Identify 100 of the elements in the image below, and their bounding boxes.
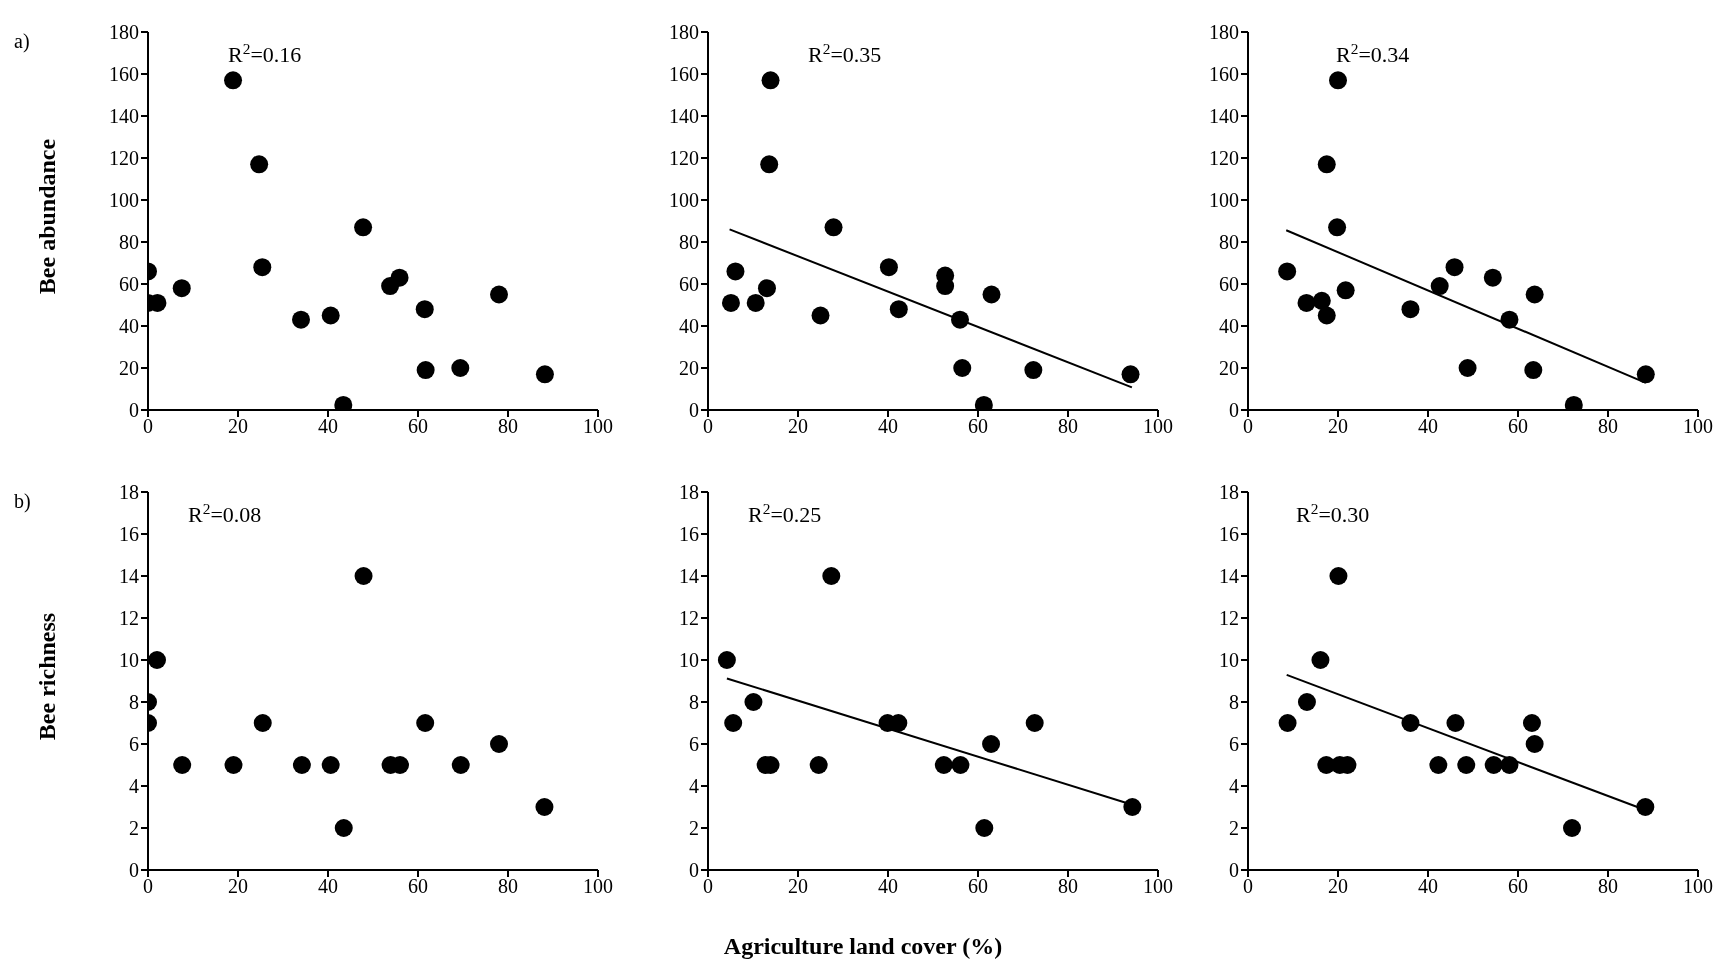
- point: [1336, 281, 1355, 300]
- point: [1401, 714, 1420, 732]
- point: [1446, 714, 1465, 732]
- x-tick-label: 20: [228, 875, 248, 898]
- y-tick-label: 180: [109, 21, 139, 44]
- y-tick-label: 6: [129, 733, 139, 756]
- x-tick-label: 80: [1058, 415, 1078, 438]
- x-tick-label: 60: [968, 875, 988, 898]
- annotation: R$^{2}$=0.34: [1336, 39, 1410, 67]
- x-tick-label: 40: [878, 415, 898, 438]
- point: [1121, 365, 1140, 384]
- y-tick-label: 160: [669, 63, 699, 86]
- point: [953, 359, 972, 377]
- point: [354, 218, 373, 237]
- x-tick-label: 60: [1508, 415, 1528, 438]
- x-tick-label: 80: [498, 415, 518, 438]
- point: [292, 310, 310, 329]
- y-tick-label: 4: [129, 775, 139, 798]
- y-tick-label: 16: [119, 523, 139, 546]
- point: [224, 71, 243, 90]
- point: [172, 279, 191, 298]
- point: [1445, 258, 1464, 277]
- point: [1025, 714, 1044, 732]
- y-tick-label: 140: [109, 105, 139, 128]
- point: [490, 285, 508, 304]
- x-tick-label: 20: [1328, 875, 1348, 898]
- annotation: R$^{2}$=0.16: [228, 39, 302, 67]
- point: [451, 359, 470, 377]
- y-tick-label: 8: [129, 691, 139, 714]
- point: [1311, 651, 1330, 669]
- y-tick-label: 60: [1219, 273, 1239, 296]
- y-tick-label: 100: [1209, 189, 1239, 212]
- y-axis-title: Bee richness: [34, 612, 62, 740]
- point: [1430, 277, 1449, 296]
- point: [744, 693, 763, 711]
- point: [982, 285, 1001, 304]
- y-tick-label: 160: [109, 63, 139, 86]
- point: [724, 714, 743, 732]
- point: [490, 735, 508, 753]
- x-tick-label: 20: [788, 415, 808, 438]
- point: [1278, 262, 1297, 281]
- y-tick-label: 40: [679, 315, 699, 338]
- point: [1297, 693, 1316, 711]
- y-tick-label: 120: [109, 147, 139, 170]
- x-tick-label: 40: [318, 415, 338, 438]
- point: [879, 258, 898, 277]
- y-tick-label: 80: [119, 231, 139, 254]
- y-tick-label: 120: [1209, 147, 1239, 170]
- point: [390, 268, 409, 287]
- point: [1500, 310, 1519, 329]
- point: [1123, 798, 1142, 816]
- point: [1524, 361, 1543, 380]
- point: [822, 567, 841, 585]
- point: [292, 756, 311, 774]
- y-tick-label: 14: [679, 565, 699, 588]
- y-tick-label: 18: [1219, 481, 1239, 504]
- point: [535, 798, 554, 816]
- y-tick-label: 16: [679, 523, 699, 546]
- point: [982, 735, 1001, 753]
- point: [173, 756, 192, 774]
- point: [889, 300, 908, 319]
- point: [809, 756, 828, 774]
- point: [1328, 218, 1347, 237]
- point: [1483, 268, 1502, 287]
- x-axis-title: Agriculture land cover (%): [722, 933, 1004, 960]
- x-tick-label: 60: [408, 415, 428, 438]
- chart-title: b): [14, 490, 31, 513]
- point: [334, 819, 353, 837]
- y-tick-label: 0: [129, 399, 139, 422]
- y-tick-label: 60: [679, 273, 699, 296]
- point: [1024, 361, 1043, 380]
- annotation: R$^{2}$=0.25: [748, 499, 822, 527]
- point: [415, 300, 434, 319]
- point: [1278, 714, 1297, 732]
- point: [1329, 567, 1348, 585]
- point: [1525, 735, 1544, 753]
- point: [934, 756, 953, 774]
- y-tick-label: 0: [129, 859, 139, 882]
- point: [535, 365, 554, 384]
- y-tick-label: 6: [689, 733, 699, 756]
- x-tick-label: 100: [1143, 875, 1173, 898]
- x-tick-label: 0: [143, 415, 153, 438]
- point: [717, 651, 736, 669]
- point: [321, 756, 340, 774]
- point: [1297, 293, 1316, 312]
- chart-title: a): [14, 30, 30, 53]
- y-tick-label: 40: [119, 315, 139, 338]
- point: [746, 293, 765, 312]
- y-tick-label: 100: [669, 189, 699, 212]
- point: [451, 756, 470, 774]
- point: [1484, 756, 1503, 774]
- point: [951, 756, 970, 774]
- y-tick-label: 12: [1219, 607, 1239, 630]
- point: [811, 306, 830, 325]
- x-tick-label: 100: [583, 875, 613, 898]
- y-tick-label: 0: [1229, 859, 1239, 882]
- point: [757, 279, 776, 298]
- point: [224, 756, 243, 774]
- annotation: R$^{2}$=0.35: [808, 39, 882, 67]
- y-axis-title: Bee abundance: [34, 138, 62, 294]
